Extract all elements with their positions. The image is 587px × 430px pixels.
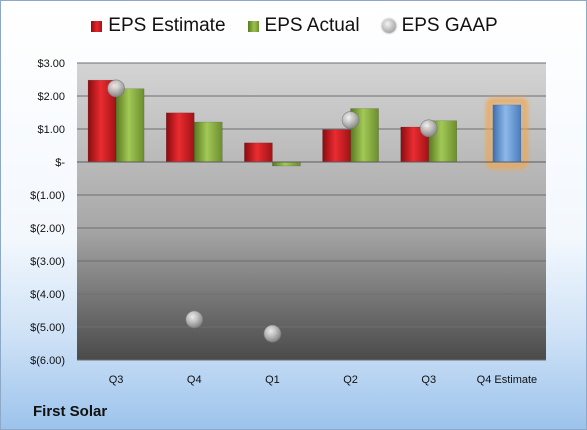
legend-item-estimate: EPS Estimate: [91, 15, 226, 37]
x-tick-label: Q3: [109, 374, 124, 386]
legend: EPS Estimate EPS Actual EPS GAAP: [1, 15, 586, 37]
marker-eps-gaap: [419, 119, 438, 138]
y-tick-label: $(5.00): [30, 322, 65, 334]
x-tick-label: Q4 Estimate: [477, 374, 538, 386]
bar-eps-actual: [194, 121, 223, 163]
marker-eps-gaap: [341, 111, 360, 129]
forecast-highlight: [486, 98, 528, 169]
legend-label-estimate: EPS Estimate: [108, 15, 226, 36]
bar-eps-estimate: [244, 142, 273, 163]
legend-swatch-actual: [247, 20, 259, 32]
x-tick-label: Q1: [265, 374, 280, 386]
y-tick-label: $(3.00): [30, 256, 65, 268]
legend-item-gaap: EPS GAAP: [381, 15, 498, 37]
y-tick-label: $(1.00): [30, 190, 65, 202]
x-tick-label: Q4: [187, 374, 202, 386]
x-tick-label: Q2: [343, 374, 358, 386]
bar-eps-actual: [272, 161, 301, 167]
bars: [87, 79, 528, 169]
bar-eps-estimate: [166, 112, 195, 163]
marker-eps-gaap: [185, 310, 204, 329]
x-axis: Q3 Q4 Q1 Q2 Q3 Q4 Estimate: [109, 374, 537, 386]
y-tick-label: $(2.00): [30, 223, 65, 235]
y-tick-label: $2.00: [37, 91, 65, 103]
marker-eps-gaap: [263, 324, 282, 343]
marker-eps-gaap: [107, 79, 125, 98]
y-tick-label: $(6.00): [30, 355, 65, 367]
plot-area: [77, 63, 546, 360]
bar-eps-actual: [115, 88, 145, 163]
gaap-markers: [107, 79, 438, 343]
legend-label-actual: EPS Actual: [264, 15, 360, 36]
bar-eps-estimate: [322, 129, 351, 163]
x-tick-label: Q3: [421, 374, 436, 386]
company-name: First Solar: [33, 403, 108, 420]
legend-swatch-gaap: [381, 19, 396, 33]
legend-label-gaap: EPS GAAP: [401, 15, 498, 36]
legend-item-actual: EPS Actual: [247, 15, 360, 37]
bar-eps-forecast: [492, 104, 522, 163]
y-tick-label: $3.00: [37, 58, 65, 70]
legend-swatch-estimate: [91, 20, 103, 32]
y-tick-label: $(4.00): [30, 289, 65, 301]
y-tick-label: $-: [55, 157, 65, 169]
y-tick-label: $1.00: [37, 124, 65, 136]
y-axis: $3.00 $2.00 $1.00 $- $(1.00) $(2.00) $(3.00) $(…: [30, 58, 65, 367]
